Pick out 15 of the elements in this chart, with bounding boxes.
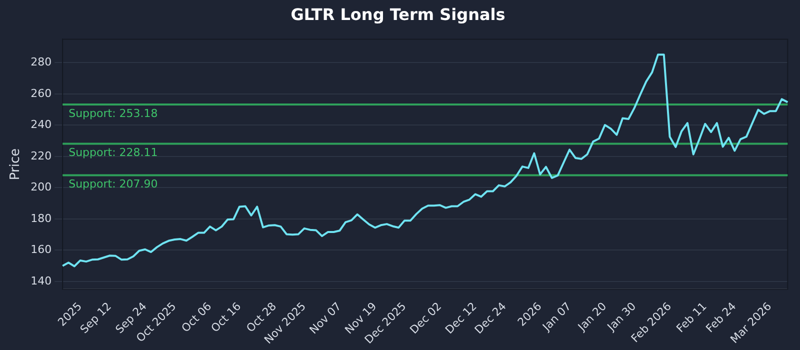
y-tick-label: 180	[30, 212, 52, 225]
ref-line-label: Support: 207.90	[68, 178, 158, 191]
x-tick-label: Dec 02	[407, 300, 444, 336]
ref-line-label: Support: 253.18	[68, 106, 158, 120]
y-tick-label: 160	[30, 243, 52, 256]
y-tick-label: 220	[30, 149, 52, 162]
y-tick-label: 240	[30, 118, 52, 132]
y-tick-label: 200	[30, 180, 52, 194]
y-tick-label: 140	[30, 274, 52, 288]
x-tick-label: Jan 07	[539, 300, 574, 334]
y-tick-label: 260	[30, 86, 52, 100]
chart-title: GLTR Long Term Signals	[290, 4, 506, 24]
y-axis-title: Price	[8, 148, 24, 180]
y-tick-label: 280	[30, 56, 52, 68]
ref-line-label: Support: 228.11	[68, 146, 158, 160]
